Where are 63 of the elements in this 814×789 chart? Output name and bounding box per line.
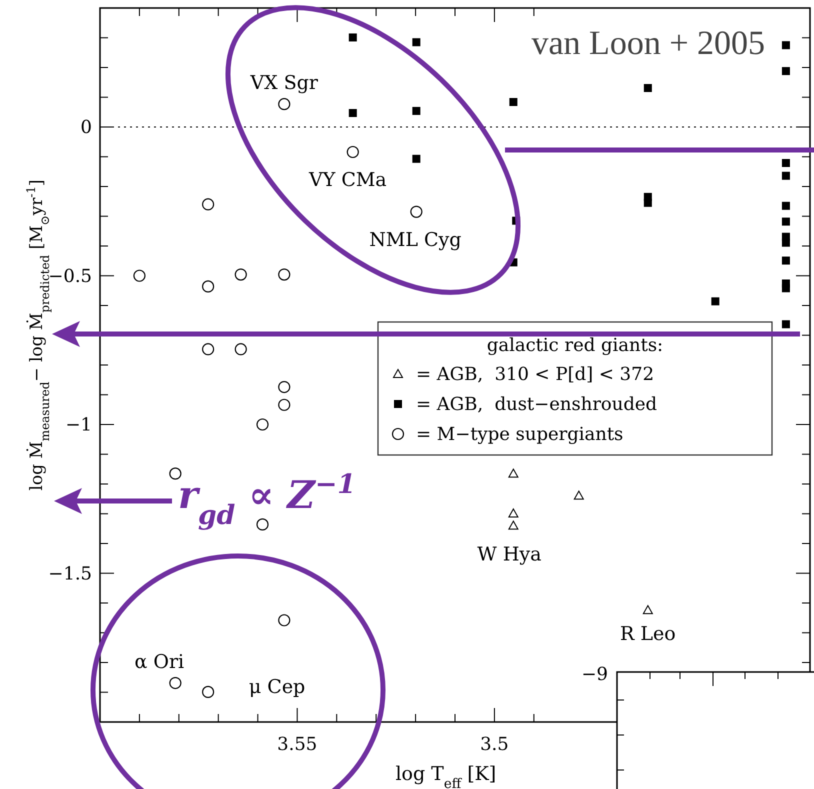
annotation: α Ori xyxy=(134,651,184,674)
point xyxy=(202,198,214,210)
point xyxy=(169,676,182,690)
point xyxy=(782,202,790,210)
point xyxy=(782,67,790,76)
point xyxy=(348,109,357,118)
annotation: −9 xyxy=(581,664,608,685)
point xyxy=(509,98,518,106)
point xyxy=(508,468,518,478)
point xyxy=(782,158,790,167)
point xyxy=(782,172,790,180)
point xyxy=(711,297,720,306)
annotation: van Loon + 2005 xyxy=(531,25,765,62)
annotation: NML Cyg xyxy=(369,228,462,251)
point xyxy=(412,154,420,163)
point xyxy=(133,270,146,282)
point xyxy=(278,614,290,626)
annotation: R Leo xyxy=(620,623,676,646)
point xyxy=(202,343,214,356)
point xyxy=(782,218,790,226)
y-tick-label: −0.5 xyxy=(48,266,92,287)
point xyxy=(644,84,652,92)
point xyxy=(574,490,584,500)
point xyxy=(782,238,790,247)
point xyxy=(256,518,269,531)
point xyxy=(348,33,357,42)
point xyxy=(202,280,214,293)
point xyxy=(782,256,790,265)
x-tick-label: 3.5 xyxy=(480,734,509,755)
point xyxy=(346,146,359,158)
point xyxy=(278,380,290,394)
point xyxy=(412,38,420,46)
legend-label: = AGB, 310 < P[d] < 372 xyxy=(416,364,654,385)
point xyxy=(782,284,790,292)
legend-title: galactic red giants: xyxy=(486,335,664,356)
point xyxy=(508,508,518,518)
legend-label: = M−type supergiants xyxy=(416,424,624,445)
point xyxy=(644,198,652,207)
point xyxy=(782,320,790,328)
point xyxy=(508,520,518,530)
y-tick-label: −1.5 xyxy=(48,563,92,584)
point xyxy=(412,106,420,115)
point xyxy=(169,468,182,480)
x-axis-title: log T$_{eff}$ [K] xyxy=(395,763,496,789)
x-tick-label: 3.55 xyxy=(277,734,318,755)
annotation: W Hya xyxy=(477,544,542,566)
annotation: VY CMa xyxy=(308,168,387,191)
point xyxy=(782,41,790,50)
point xyxy=(256,418,269,431)
point xyxy=(234,268,247,281)
legend-label: = AGB, dust−enshrouded xyxy=(416,394,658,415)
point xyxy=(410,206,422,218)
point xyxy=(234,343,247,356)
point xyxy=(642,605,653,614)
point xyxy=(278,268,290,281)
annotation: r$_{gd}$ ∝ Z$^{−1}$ xyxy=(178,468,356,530)
point xyxy=(202,686,214,698)
point xyxy=(278,98,290,110)
annotation: VX Sgr xyxy=(249,72,319,94)
y-tick-label: 0 xyxy=(80,117,92,138)
point xyxy=(278,398,290,411)
annotation: μ Cep xyxy=(248,676,306,698)
y-tick-label: −1 xyxy=(65,414,92,436)
